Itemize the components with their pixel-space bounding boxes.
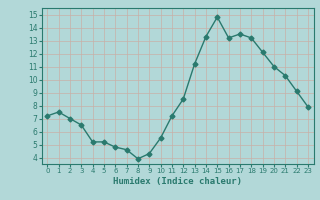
X-axis label: Humidex (Indice chaleur): Humidex (Indice chaleur) — [113, 177, 242, 186]
